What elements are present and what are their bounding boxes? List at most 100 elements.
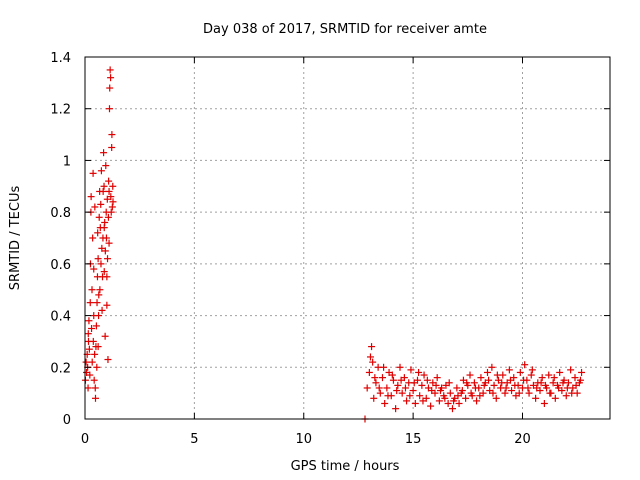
x-tick-label: 15 [405,432,422,447]
data-point [106,84,114,92]
data-point [480,381,488,389]
axis-ticks: 0 5 10 15 20 0 0.2 0.4 0.6 0.8 1 1.2 1.4 [50,51,610,447]
data-point [578,368,586,376]
data-point [389,376,397,384]
data-point [537,379,545,387]
data-point [563,384,571,392]
data-point [498,379,506,387]
data-point [415,368,423,376]
data-point [446,389,454,397]
data-point [86,371,94,379]
data-point [419,397,427,405]
data-points [81,66,586,423]
data-point [82,358,90,366]
data-point [416,392,424,400]
data-point [532,394,540,402]
data-point [375,384,383,392]
data-point [489,389,497,397]
data-point [366,353,374,361]
data-point [576,376,584,384]
data-point [376,389,384,397]
data-point [103,273,111,281]
data-point [85,317,93,325]
data-point [104,255,112,263]
chart-title: Day 038 of 2017, SRMTID for receiver amt… [203,22,487,37]
data-point [101,332,109,340]
data-point [492,394,500,402]
data-point [107,193,115,201]
data-point [101,247,109,255]
data-point [89,337,97,345]
data-point [476,392,484,400]
data-point [444,399,452,407]
data-point [515,389,523,397]
data-point [463,379,471,387]
data-point [94,229,102,237]
y-tick-label: 1 [63,154,71,169]
data-point [108,131,116,139]
data-point [86,299,94,307]
data-point [435,397,443,405]
data-point [449,405,456,413]
data-point [520,376,528,384]
y-tick-label: 0.4 [50,310,71,325]
data-point [100,268,108,276]
data-point [556,368,564,376]
data-point [455,399,463,407]
data-point [102,162,110,170]
data-point [406,392,414,400]
data-point [104,356,112,364]
data-point [96,286,104,294]
data-point [470,379,478,387]
data-point [372,379,380,387]
data-point [109,198,117,206]
x-tick-label: 5 [190,432,198,447]
data-point [502,384,510,392]
data-point [571,374,579,382]
data-point [100,182,108,190]
data-point [92,394,99,402]
data-point [562,392,570,400]
y-axis-label: SRMTID / TECUs [8,186,23,291]
data-point [540,399,548,407]
data-point [484,368,491,376]
data-point [505,366,513,374]
data-point [572,381,580,389]
data-point [95,213,103,221]
data-point [103,301,111,309]
data-point [87,193,95,201]
data-point [550,374,558,382]
data-point [490,381,498,389]
data-point [379,374,386,382]
data-point [85,345,93,353]
data-point [473,397,481,405]
data-point [471,384,479,392]
data-point [100,224,108,232]
data-point [380,363,388,371]
data-point [108,144,116,151]
data-point [506,376,514,384]
data-point [88,325,96,332]
data-point [388,371,396,379]
data-point [99,187,107,195]
data-point [363,384,371,392]
data-point [91,350,99,358]
data-point [368,343,376,351]
data-point [383,384,391,392]
data-point [381,399,389,407]
data-point [97,200,105,208]
data-point [467,389,475,397]
y-tick-label: 0.8 [50,206,71,221]
data-point [393,387,401,395]
data-point [521,361,529,369]
data-point [84,384,92,392]
data-point [97,260,105,268]
data-point [546,389,554,397]
data-point [95,312,103,320]
data-point [102,234,110,242]
data-point [567,366,575,374]
data-point [545,371,553,379]
data-point [105,239,113,247]
data-point [98,306,106,314]
data-point [528,366,536,374]
